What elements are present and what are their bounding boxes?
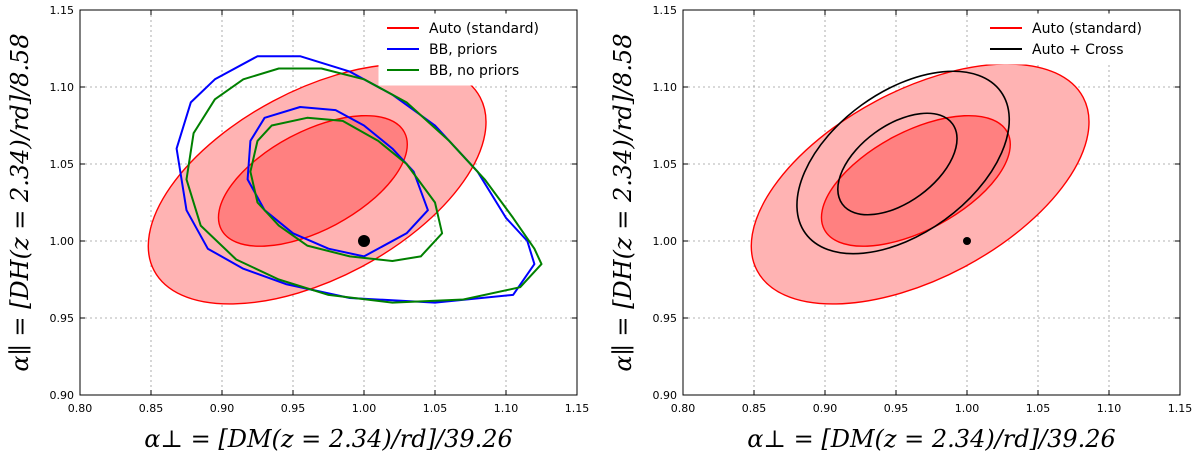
y-tick-label: 1.00 xyxy=(653,235,678,248)
x-tick-label: 1.15 xyxy=(1168,402,1193,415)
y-tick-label: 0.90 xyxy=(653,389,678,402)
legend-box xyxy=(981,13,1177,65)
x-tick-label: 0.95 xyxy=(884,402,909,415)
y-tick-label: 1.10 xyxy=(653,81,678,94)
x-tick-label: 0.80 xyxy=(68,402,93,415)
right-panel: 0.80 0.85 0.90 0.95 1.00 1.05 1.10 1.15 0.90 0.95… xyxy=(609,4,1192,453)
legend: Auto (standard) BB, priors BB, no priors xyxy=(378,13,574,86)
left-panel: 0.80 0.85 0.90 0.95 1.00 1.05 1.10 1.15 0.90 0.95… xyxy=(6,4,589,453)
axes-frame xyxy=(79,9,578,396)
contour-bb-no-priors xyxy=(249,116,444,262)
contour-auto-cross-2sigma xyxy=(796,70,1011,255)
contour-auto-standard-1sigma xyxy=(217,114,408,247)
y-tick-label: 1.00 xyxy=(50,235,75,248)
x-tick-label: 1.00 xyxy=(352,402,377,415)
x-tick-label: 1.00 xyxy=(955,402,980,415)
y-axis-label: α∥ = [DH(z = 2.34)/rd]/8.58 xyxy=(609,33,637,371)
y-tick-label: 1.05 xyxy=(50,158,75,171)
legend-label: Auto + Cross xyxy=(1032,42,1124,58)
contour-bb-priors xyxy=(175,55,536,304)
x-tick-label: 0.80 xyxy=(671,402,696,415)
fiducial-point xyxy=(963,237,971,245)
x-tick-label: 1.15 xyxy=(565,402,590,415)
x-tick-label: 0.90 xyxy=(210,402,235,415)
contour-auto-cross-1sigma xyxy=(837,112,958,216)
contour-bb-priors xyxy=(246,106,429,258)
plot-area xyxy=(147,55,543,305)
legend: Auto (standard) Auto + Cross xyxy=(981,13,1177,65)
plot-area xyxy=(750,63,1090,305)
y-tick-label: 0.95 xyxy=(50,312,75,325)
y-tick-label: 1.05 xyxy=(653,158,678,171)
legend-label: Auto (standard) xyxy=(1032,21,1142,37)
y-axis-label: α∥ = [DH(z = 2.34)/rd]/8.58 xyxy=(6,33,34,371)
x-axis-label: α⊥ = [DM(z = 2.34)/rd]/39.26 xyxy=(144,425,513,453)
x-axis-label: α⊥ = [DM(z = 2.34)/rd]/39.26 xyxy=(747,425,1116,453)
x-tick-label: 0.90 xyxy=(813,402,838,415)
y-tick-label: 1.15 xyxy=(653,4,678,17)
x-tick-label: 0.95 xyxy=(281,402,306,415)
x-tick-label: 1.10 xyxy=(1097,402,1122,415)
legend-label: BB, priors xyxy=(429,42,497,58)
contour-bb-no-priors xyxy=(185,67,543,304)
y-tick-label: 1.10 xyxy=(50,81,75,94)
x-tick-label: 1.05 xyxy=(423,402,448,415)
x-tick-label: 1.10 xyxy=(494,402,519,415)
y-tick-label: 1.15 xyxy=(50,4,75,17)
x-tick-label: 0.85 xyxy=(742,402,767,415)
y-tick-label: 0.90 xyxy=(50,389,75,402)
axes-frame xyxy=(682,9,1181,396)
legend-label: BB, no priors xyxy=(429,63,519,79)
fiducial-point xyxy=(358,235,370,247)
x-tick-label: 0.85 xyxy=(139,402,164,415)
y-tick-label: 0.95 xyxy=(653,312,678,325)
legend-label: Auto (standard) xyxy=(429,21,539,37)
x-tick-label: 1.05 xyxy=(1026,402,1051,415)
